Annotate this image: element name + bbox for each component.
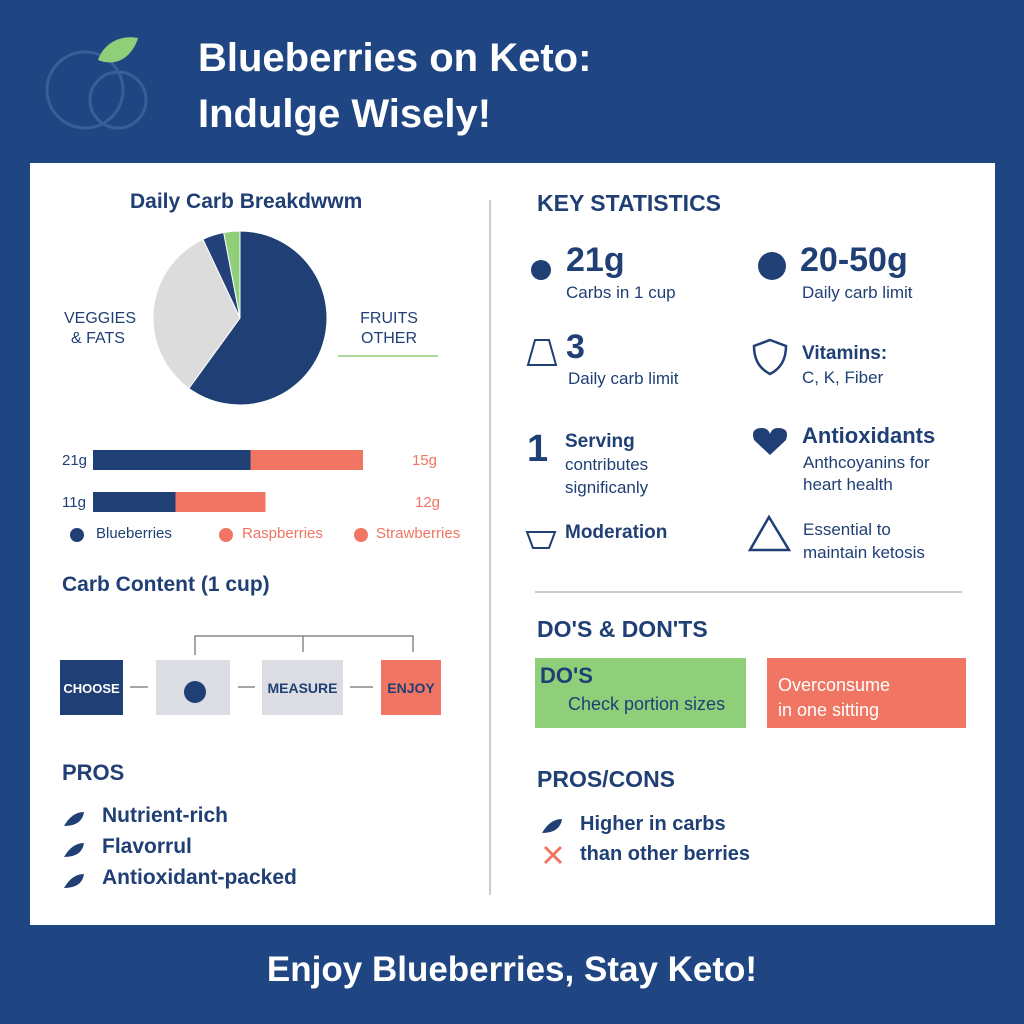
- do-title: DO'S: [540, 663, 593, 688]
- stat-label: maintain ketosis: [803, 543, 925, 562]
- pie-slice: [152, 238, 241, 390]
- pie-label: FRUITS: [360, 310, 418, 327]
- stat-label: C, K, Fiber: [802, 368, 884, 387]
- section-title: Carb Content (1 cup): [62, 573, 270, 596]
- bar-segment: [175, 492, 266, 512]
- flow-step: CHOOSE: [63, 681, 120, 696]
- footer: Enjoy Blueberries, Stay Keto!: [266, 950, 758, 989]
- section-title: PROS: [62, 760, 125, 785]
- stat-label: Daily carb limit: [802, 283, 913, 302]
- stat-label: heart health: [803, 475, 893, 494]
- bar-segment: [250, 450, 363, 470]
- title: Indulge Wisely!: [198, 92, 492, 136]
- dont-item: in one sitting: [778, 700, 880, 720]
- stat-heading: Moderation: [565, 522, 668, 543]
- legend-entry: Raspberries: [242, 525, 323, 542]
- bar-label: 15g: [412, 452, 438, 469]
- pie-slice: [223, 230, 241, 319]
- stat-label: Daily carb limit: [568, 369, 679, 388]
- pro-con-item: Higher in carbs: [580, 813, 726, 835]
- bar-label: 12g: [415, 494, 441, 511]
- dont-item: Overconsume: [778, 675, 891, 695]
- stat-value: Vitamins:: [802, 343, 888, 364]
- section-title: DO'S & DON'TS: [537, 616, 708, 642]
- bar-segment: [93, 450, 251, 470]
- stat-value: 21g: [566, 241, 625, 279]
- section-title: KEY STATISTICS: [537, 190, 722, 216]
- bar-label: 11g: [62, 494, 86, 511]
- pro-item: Nutrient-rich: [102, 804, 228, 827]
- flow-step: ENJOY: [387, 680, 435, 696]
- stat-label: Essential to: [803, 520, 891, 539]
- pro-item: Antioxidant-packed: [102, 866, 297, 889]
- title: Blueberries on Keto:: [198, 36, 592, 80]
- stat-label: Anthcoyanins for: [803, 453, 930, 472]
- stat-value: 1: [527, 428, 549, 470]
- section-title: PROS/CONS: [537, 766, 676, 792]
- legend-entry: Strawberries: [376, 525, 461, 542]
- stat-value: Antioxidants: [802, 423, 936, 448]
- pro-con-item: than other berries: [580, 843, 751, 865]
- pie-label: OTHER: [361, 330, 417, 347]
- flow-step: MEASURE: [267, 680, 338, 696]
- pie-slice: [188, 230, 328, 406]
- pro-item: Flavorrul: [102, 835, 192, 858]
- stat-heading: Serving: [565, 431, 635, 452]
- pie-label: & FATS: [71, 330, 125, 347]
- bar-segment: [93, 492, 176, 512]
- stat-value: 3: [566, 328, 585, 366]
- stat-label: significanly: [565, 478, 649, 497]
- stat-label: Carbs in 1 cup: [566, 283, 676, 302]
- legend-entry: Blueberries: [96, 525, 172, 542]
- stat-value: 20-50g: [800, 241, 908, 279]
- do-item: Check portion sizes: [568, 694, 726, 714]
- pie-label: VEGGIES: [64, 310, 137, 327]
- section-title: Daily Carb Breakdwwm: [130, 190, 363, 213]
- bar-label: 21g: [62, 452, 88, 469]
- stat-label: contributes: [565, 455, 649, 474]
